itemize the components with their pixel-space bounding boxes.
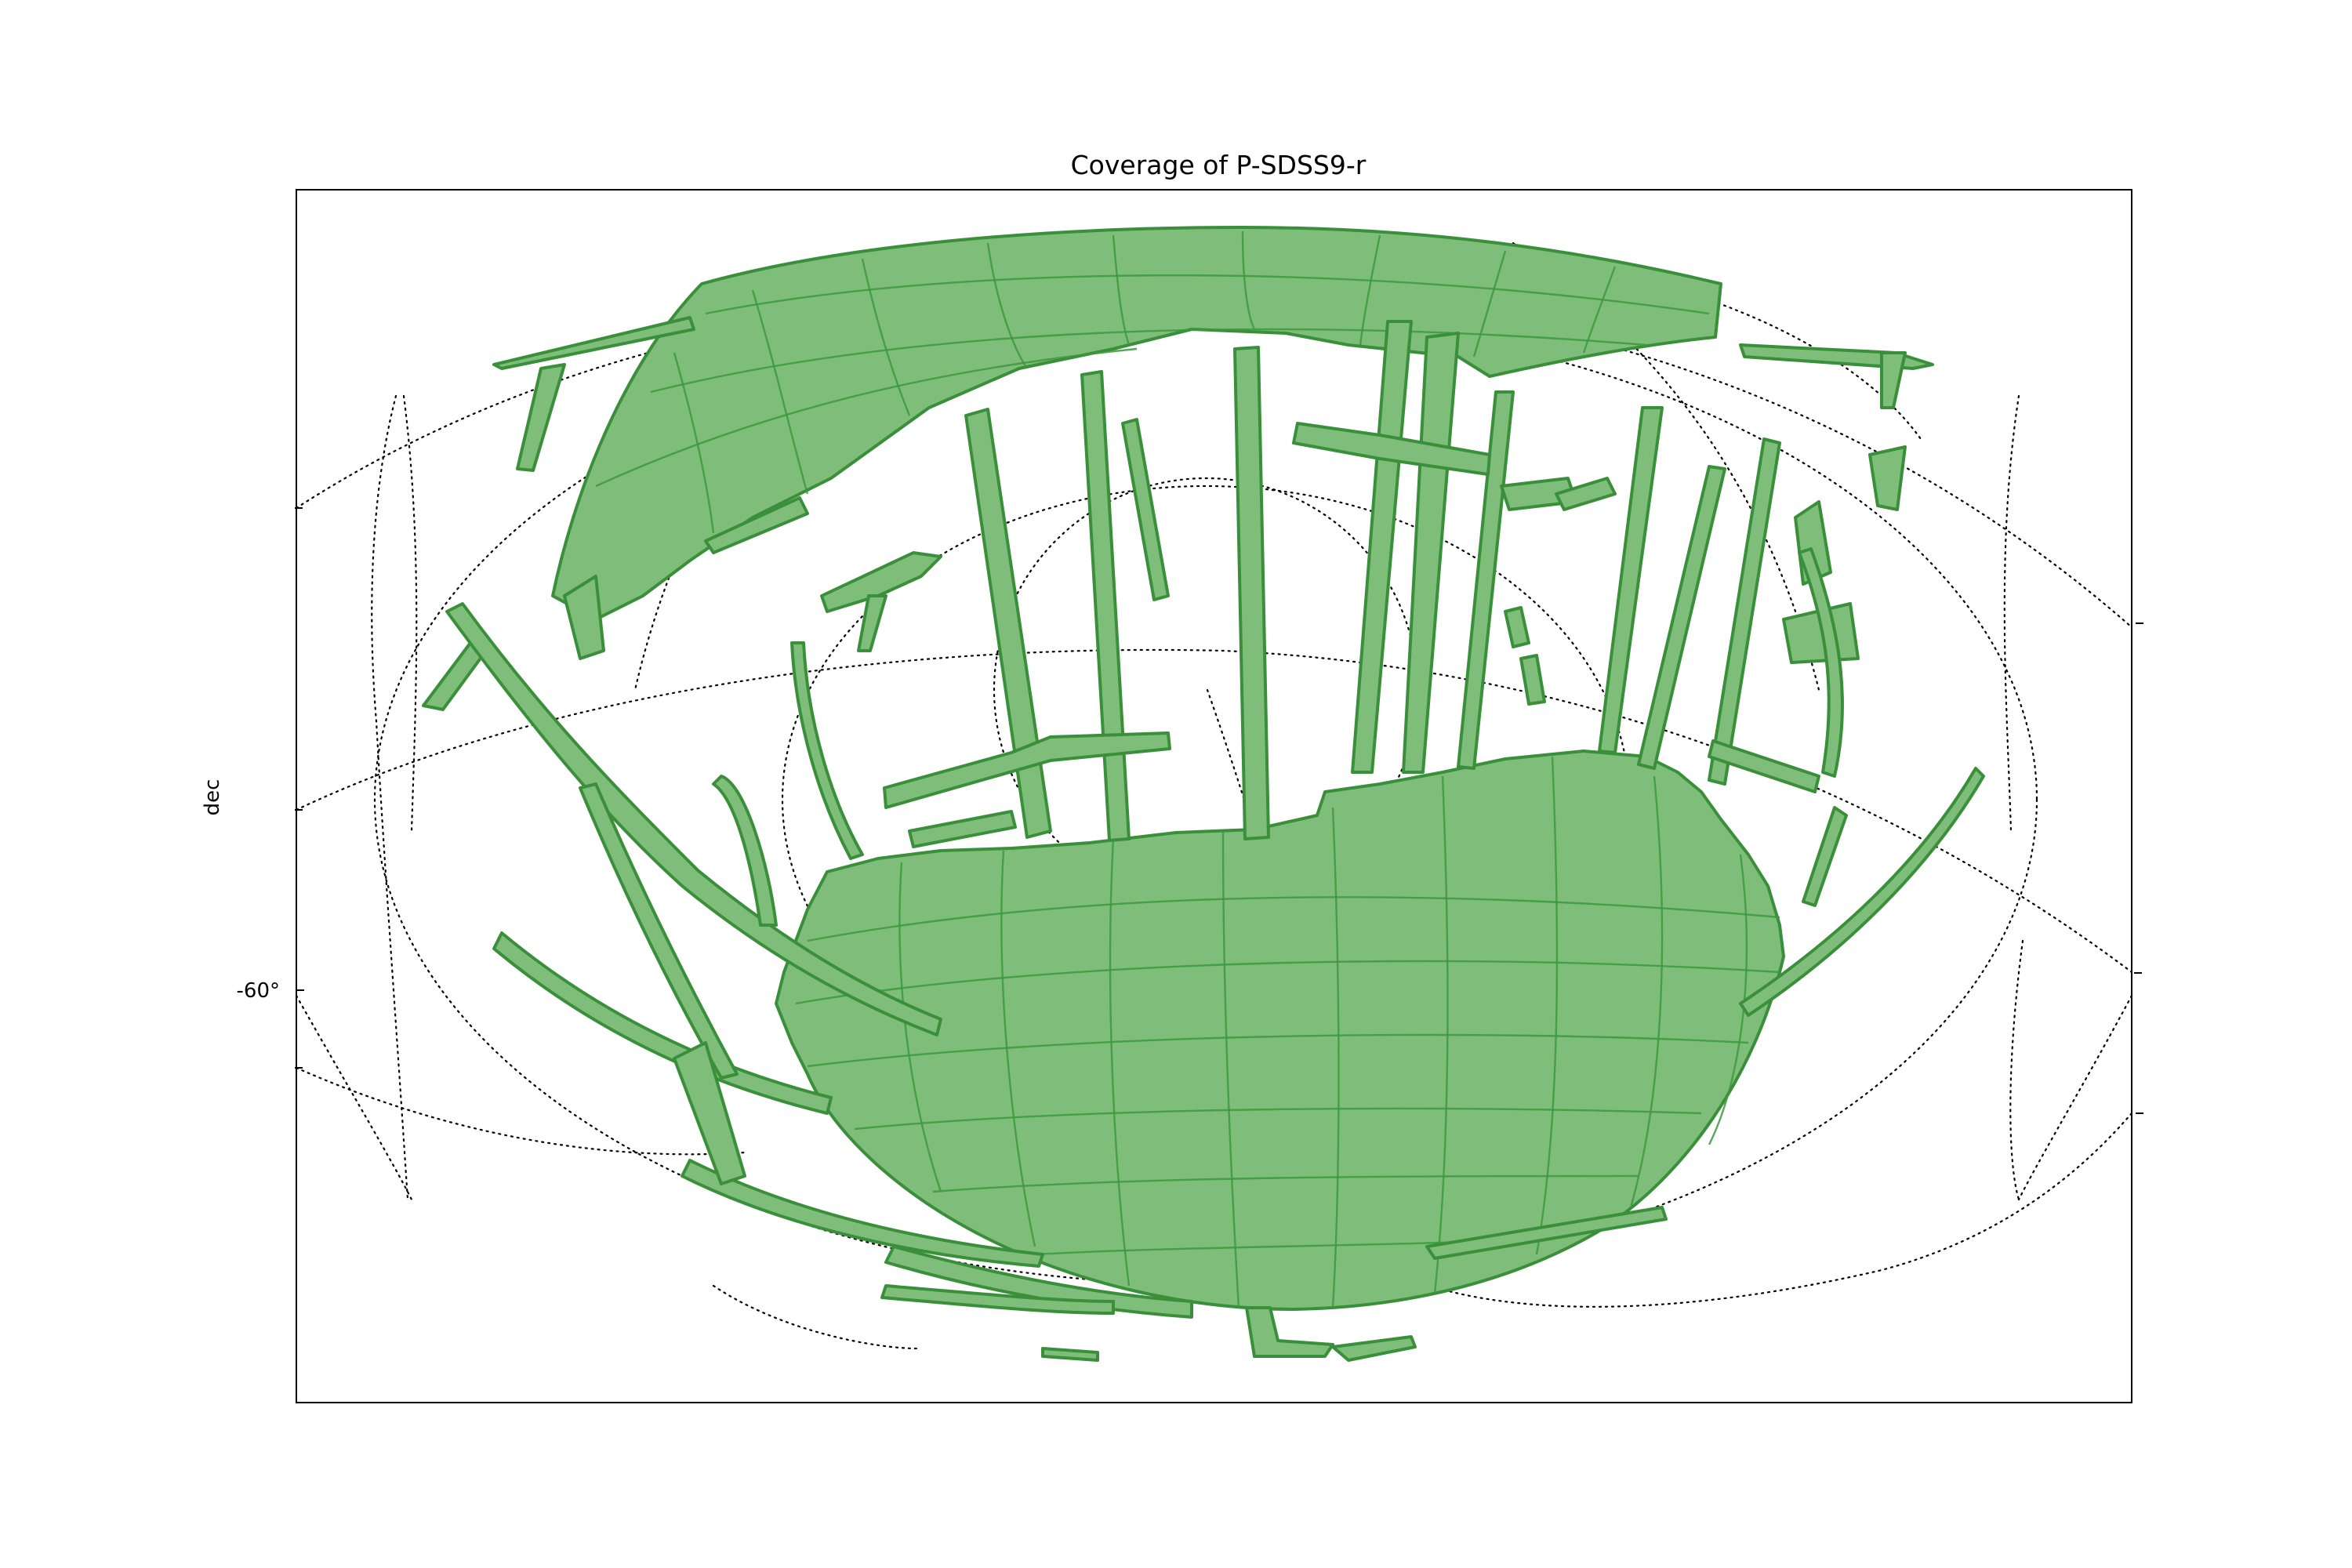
y-axis-label: dec <box>201 779 224 816</box>
chart-title: Coverage of P-SDSS9-r <box>1071 150 1367 180</box>
north-cap-region <box>551 226 1722 621</box>
y-tick-label: -60° <box>237 979 280 1003</box>
south-mesh <box>795 756 1780 1308</box>
coverage-map <box>422 226 1985 1362</box>
survey-strips <box>422 316 1985 1362</box>
north-cap-mesh <box>595 230 1710 534</box>
south-region <box>775 750 1785 1311</box>
axes-frame <box>296 189 2132 1403</box>
